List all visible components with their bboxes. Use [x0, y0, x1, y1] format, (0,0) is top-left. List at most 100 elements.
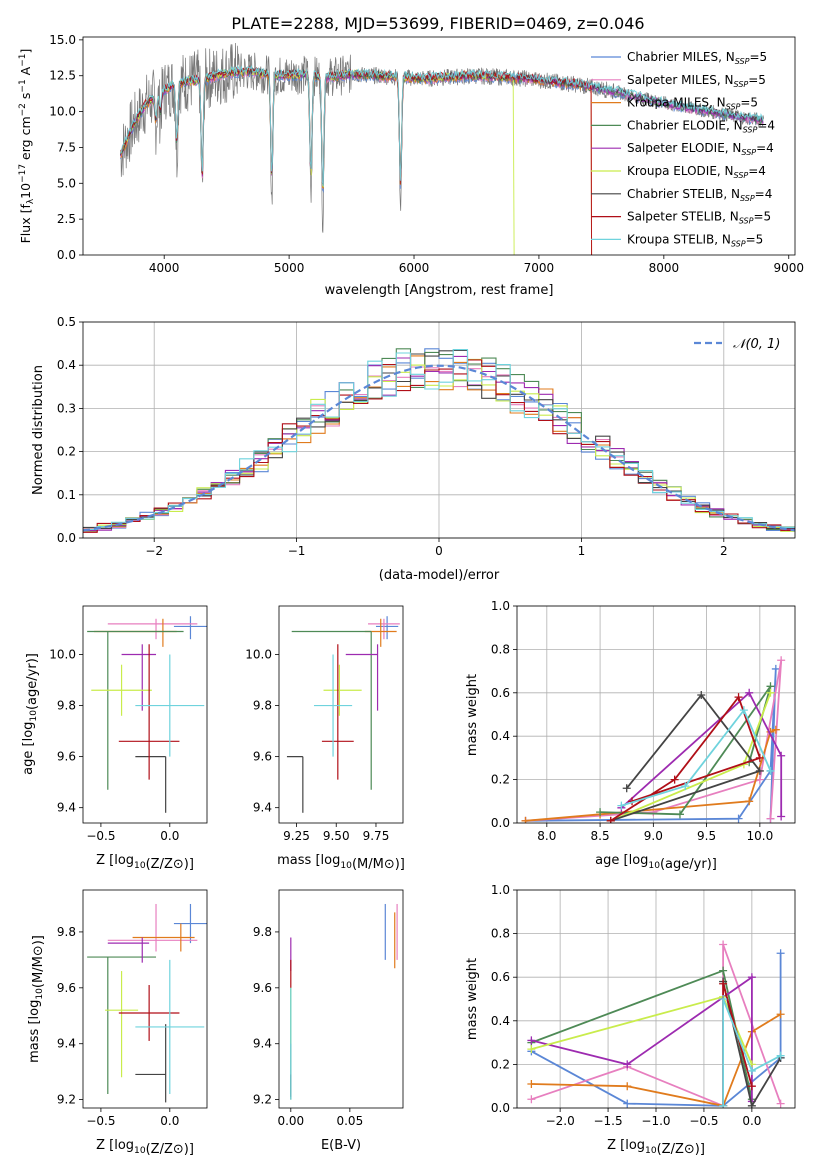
- weight-series-line: [525, 668, 777, 822]
- weight-point-marker: [745, 797, 754, 806]
- model-spectrum: [120, 64, 764, 187]
- y-tick-label: 9.4: [253, 1037, 272, 1051]
- y-tick-label: 9.8: [253, 925, 272, 939]
- y-tick-label: 0.8: [491, 642, 510, 656]
- x-tick-label: 0.0: [160, 1114, 179, 1128]
- x-axis-label: age [log10(age/yr)]: [595, 853, 717, 872]
- weight-point-marker: [527, 1095, 536, 1104]
- x-tick-label: 0.00: [277, 1114, 304, 1128]
- weight-series-line: [722, 998, 782, 1106]
- weight-point-marker: [755, 753, 764, 762]
- data-point: [286, 756, 304, 813]
- weight-point-marker: [719, 979, 728, 988]
- weight-point-marker: [755, 766, 764, 775]
- legend: Chabrier MILES, NSSP=5 Salpeter MILES, NS…: [591, 50, 775, 248]
- panel-age_vs_mass: 9.25 9.50 9.75 9.4 9.6 9.8 10.0 mass [log10(M/M…: [245, 605, 405, 872]
- data-point: [313, 654, 353, 757]
- data-point: [368, 618, 400, 640]
- weight-series-line: [531, 975, 753, 1102]
- weight-series-line: [620, 691, 783, 817]
- x-axis-label: E(B-V): [321, 1138, 361, 1153]
- plot-area: [286, 616, 400, 813]
- weight-point-marker: [606, 816, 615, 823]
- legend-label: Salpeter MILES, NSSP=5: [627, 73, 766, 89]
- data-point: [132, 923, 195, 952]
- y-tick-label: 0.0: [57, 531, 76, 545]
- x-axis-label: wavelength [Angstrom, rest frame]: [325, 283, 554, 298]
- y-tick-label: 9.2: [57, 1093, 76, 1107]
- weight-point-marker: [623, 1099, 632, 1108]
- weight-point-marker: [681, 782, 690, 791]
- y-axis-label: age [log10(age/yr)]: [21, 653, 40, 775]
- x-tick-label: 9000: [773, 261, 804, 275]
- data-point: [94, 618, 177, 647]
- x-tick-label: 9.25: [283, 829, 310, 843]
- panel-mass_vs_Z: −0.5 0.0 9.2 9.4 9.6 9.8 Z [log10(Z/Z⊙)] mass […: [27, 889, 208, 1157]
- data-point: [291, 630, 372, 790]
- x-tick-label: 6000: [399, 261, 430, 275]
- plot-area: [87, 616, 207, 813]
- weight-point-marker: [766, 814, 775, 823]
- axes-frame: [516, 889, 796, 1109]
- figure-title: PLATE=2288, MJD=53699, FIBERID=0469, z=0…: [231, 14, 644, 33]
- weight-point-marker: [755, 775, 764, 784]
- data-point: [135, 756, 167, 813]
- data-point: [87, 630, 184, 790]
- weight-point-marker: [596, 808, 605, 817]
- plot-area: [120, 42, 764, 255]
- x-tick-label: −0.5: [86, 829, 115, 843]
- legend-label: Chabrier MILES, NSSP=5: [627, 50, 767, 66]
- y-tick-label: 0.4: [491, 1014, 510, 1028]
- x-tick-label: 0.05: [336, 1114, 363, 1128]
- data-point: [323, 664, 362, 716]
- x-tick-label: −0.5: [689, 1114, 718, 1128]
- axes-frame: [82, 36, 796, 256]
- data-point: [173, 616, 207, 640]
- plot-area: [290, 903, 398, 1100]
- weight-point-marker: [527, 1080, 536, 1089]
- weight-point-marker: [745, 688, 754, 697]
- y-tick-label: 9.4: [57, 1037, 76, 1051]
- legend-label: Kroupa MILES, NSSP=5: [627, 96, 758, 112]
- weight-point-marker: [777, 656, 786, 665]
- plot-area: [83, 348, 795, 533]
- y-tick-label: 1.0: [491, 599, 510, 613]
- legend-label: Chabrier ELODIE, NSSP=4: [627, 118, 775, 134]
- axes-frame: [516, 605, 796, 824]
- weight-point-marker: [777, 812, 786, 821]
- legend-label: Salpeter STELIB, NSSP=5: [627, 210, 771, 226]
- y-tick-label: 2.5: [57, 212, 76, 226]
- y-tick-label: 9.6: [253, 981, 272, 995]
- panel-mass_weight_vs_age: 8.0 8.5 9.0 9.5 10.0 0.0 0.2 0.4 0.6 0.8 1.0 age [l…: [465, 599, 796, 872]
- weight-point-marker: [617, 801, 626, 810]
- grid: [517, 889, 795, 1109]
- x-tick-label: 8000: [649, 261, 680, 275]
- y-tick-label: 10.0: [49, 648, 76, 662]
- x-tick-label: 9.0: [644, 829, 663, 843]
- x-axis-label: (data-model)/error: [379, 568, 500, 583]
- x-tick-label: 0.0: [160, 829, 179, 843]
- weight-point-marker: [719, 940, 728, 949]
- x-tick-label: 4000: [149, 261, 180, 275]
- legend-label: Salpeter ELODIE, NSSP=4: [627, 141, 774, 157]
- weight-point-marker: [527, 1045, 536, 1054]
- y-tick-label: 9.8: [57, 699, 76, 713]
- y-tick-label: 5.0: [57, 176, 76, 190]
- weight-point-marker: [623, 1082, 632, 1091]
- weight-point-marker: [734, 693, 743, 702]
- x-tick-label: −0.5: [86, 1114, 115, 1128]
- y-tick-label: 0.6: [491, 686, 510, 700]
- data-point: [135, 1024, 167, 1103]
- y-tick-label: 0.2: [491, 773, 510, 787]
- weight-point-marker: [622, 784, 631, 793]
- data-point: [105, 971, 139, 1078]
- weight-series-line: [610, 693, 762, 822]
- data-point: [135, 959, 205, 1095]
- y-tick-label: 10.0: [245, 648, 272, 662]
- y-tick-label: 0.6: [491, 970, 510, 984]
- x-tick-label: 2: [720, 544, 728, 558]
- weight-point-marker: [719, 995, 728, 1003]
- axes-frame: [82, 605, 208, 824]
- x-tick-label: 5000: [274, 261, 305, 275]
